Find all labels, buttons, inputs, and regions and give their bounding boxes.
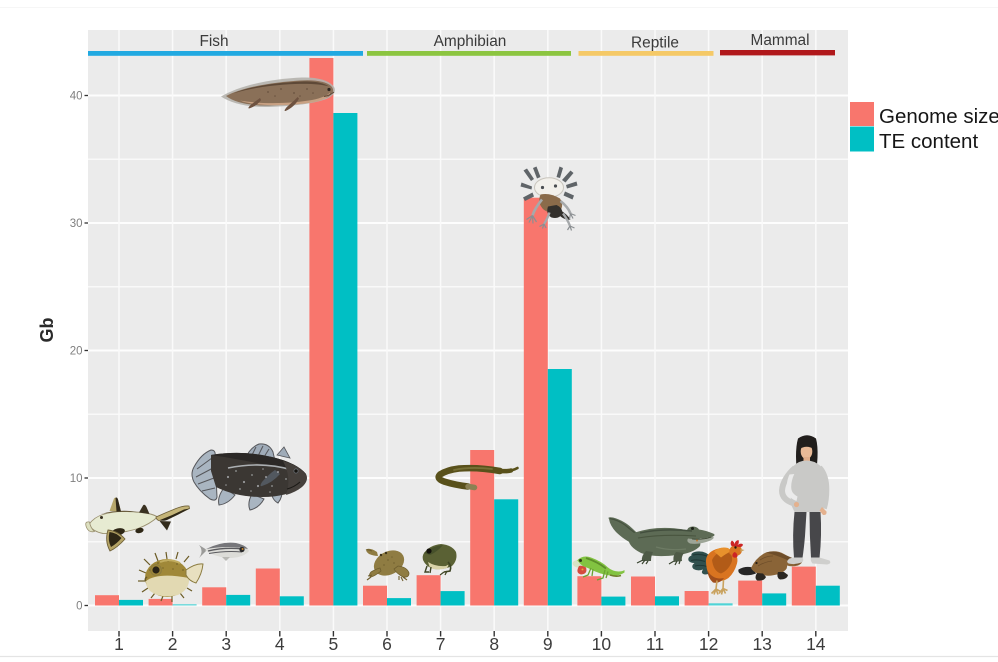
svg-text:Gb: Gb [37, 317, 57, 342]
svg-text:0: 0 [76, 601, 82, 613]
svg-text:3: 3 [221, 634, 231, 654]
svg-text:Mammal: Mammal [751, 32, 810, 49]
svg-text:13: 13 [752, 634, 771, 654]
svg-text:14: 14 [806, 634, 826, 654]
svg-text:12: 12 [699, 634, 718, 654]
svg-text:30: 30 [70, 218, 83, 230]
svg-text:Fish: Fish [199, 33, 228, 50]
svg-text:8: 8 [489, 634, 499, 654]
svg-text:7: 7 [436, 634, 446, 654]
svg-text:5: 5 [329, 634, 339, 654]
svg-text:10: 10 [70, 473, 83, 485]
svg-text:1: 1 [114, 634, 124, 654]
svg-text:Reptile: Reptile [631, 35, 679, 52]
svg-text:11: 11 [646, 634, 664, 654]
svg-text:40: 40 [70, 91, 83, 103]
svg-text:20: 20 [70, 346, 83, 358]
svg-text:4: 4 [275, 634, 285, 654]
svg-text:9: 9 [543, 634, 553, 654]
svg-text:TE content: TE content [879, 130, 978, 153]
svg-text:2: 2 [168, 634, 178, 654]
svg-text:10: 10 [592, 634, 612, 654]
svg-text:6: 6 [382, 634, 392, 654]
svg-text:Amphibian: Amphibian [434, 33, 507, 50]
svg-text:Genome size: Genome size [879, 105, 998, 128]
